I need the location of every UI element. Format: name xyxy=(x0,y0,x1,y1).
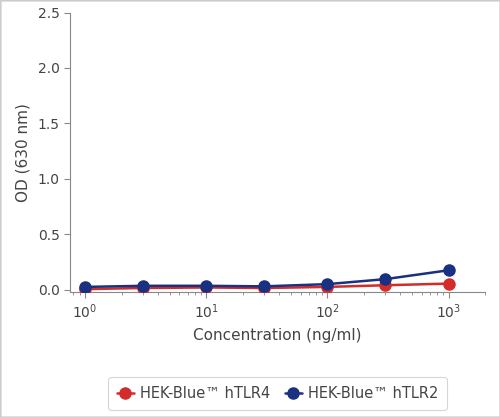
HEK-Blue™ hTLR2 xyxy=(324,281,330,286)
HEK-Blue™ hTLR2 xyxy=(261,284,267,289)
HEK-Blue™ hTLR2 xyxy=(82,284,88,289)
Legend: HEK-Blue™ hTLR4, HEK-Blue™ hTLR2: HEK-Blue™ hTLR4, HEK-Blue™ hTLR2 xyxy=(108,377,447,410)
HEK-Blue™ hTLR4 xyxy=(261,286,267,291)
HEK-Blue™ hTLR4 xyxy=(140,286,146,291)
HEK-Blue™ hTLR2 xyxy=(446,268,452,273)
X-axis label: Concentration (ng/ml): Concentration (ng/ml) xyxy=(193,328,362,343)
HEK-Blue™ hTLR2 xyxy=(204,283,210,288)
Y-axis label: OD (630 nm): OD (630 nm) xyxy=(16,103,30,202)
HEK-Blue™ hTLR4 xyxy=(324,284,330,289)
HEK-Blue™ hTLR4 xyxy=(382,283,388,288)
HEK-Blue™ hTLR4 xyxy=(204,285,210,290)
HEK-Blue™ hTLR4 xyxy=(82,286,88,291)
HEK-Blue™ hTLR4 xyxy=(446,281,452,286)
HEK-Blue™ hTLR2 xyxy=(382,276,388,281)
Line: HEK-Blue™ hTLR2: HEK-Blue™ hTLR2 xyxy=(80,265,454,292)
Line: HEK-Blue™ hTLR4: HEK-Blue™ hTLR4 xyxy=(80,278,454,295)
HEK-Blue™ hTLR2 xyxy=(140,283,146,288)
